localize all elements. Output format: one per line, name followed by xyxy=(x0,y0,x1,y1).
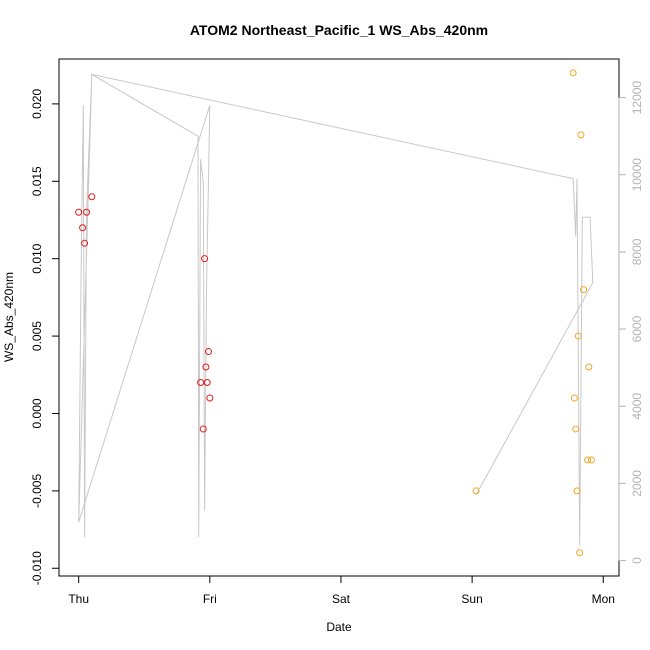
data-point xyxy=(574,332,582,340)
data-point xyxy=(580,286,588,294)
y-tick-label: 0.005 xyxy=(30,321,44,351)
x-tick-label: Fri xyxy=(203,592,217,606)
data-point xyxy=(75,208,83,216)
y2-tick-label: 2000 xyxy=(630,470,644,497)
data-point xyxy=(206,394,214,402)
axes-layer: Thu Fri Sat Sun Mon -0.010 -0.005 0.000 0.005 0.0… xyxy=(30,81,644,606)
x-tick-label: Thu xyxy=(68,592,89,606)
data-point xyxy=(584,456,592,464)
x-tick-label: Sat xyxy=(332,592,351,606)
y-axis-label: WS_Abs_420nm xyxy=(2,272,16,362)
data-point xyxy=(201,255,209,263)
y-tick-label: -0.005 xyxy=(30,474,44,508)
data-point xyxy=(199,425,207,433)
data-point xyxy=(585,363,593,371)
data-point xyxy=(81,239,89,247)
data-point xyxy=(203,379,211,387)
y2-tick-label: 0 xyxy=(630,557,644,564)
data-point xyxy=(83,208,91,216)
data-point xyxy=(569,69,577,77)
data-point xyxy=(202,363,210,371)
x-tick-label: Mon xyxy=(592,592,615,606)
data-point xyxy=(573,487,581,495)
y2-tick-label: 6000 xyxy=(630,315,644,342)
points-layer xyxy=(75,69,595,557)
data-point xyxy=(197,379,205,387)
y2-tick-label: 8000 xyxy=(630,238,644,265)
data-point xyxy=(79,224,87,232)
chart-title: ATOM2 Northeast_Pacific_1 WS_Abs_420nm xyxy=(190,22,488,38)
series-line xyxy=(78,73,594,546)
data-point xyxy=(572,425,580,433)
data-point xyxy=(570,394,578,402)
data-point xyxy=(205,348,213,356)
y-tick-label: 0.015 xyxy=(30,166,44,196)
x-tick-label: Sun xyxy=(461,592,482,606)
x-axis-label: Date xyxy=(326,620,352,634)
y2-tick-label: 10000 xyxy=(630,158,644,192)
data-point xyxy=(576,549,584,557)
y-tick-label: 0.010 xyxy=(30,243,44,273)
y2-tick-label: 4000 xyxy=(630,393,644,420)
data-point xyxy=(577,131,585,139)
data-point xyxy=(88,193,96,201)
line-layer xyxy=(78,73,594,546)
y-tick-label: -0.010 xyxy=(30,551,44,585)
data-point xyxy=(472,487,480,495)
y-tick-label: 0.020 xyxy=(30,89,44,119)
data-point xyxy=(587,456,595,464)
y2-tick-label: 12000 xyxy=(630,81,644,115)
y-tick-label: 0.000 xyxy=(30,398,44,428)
